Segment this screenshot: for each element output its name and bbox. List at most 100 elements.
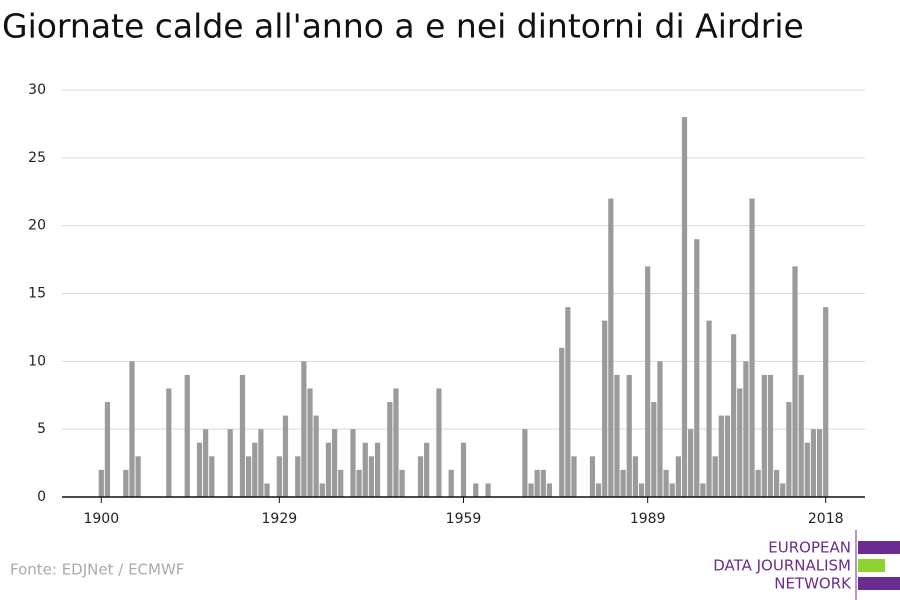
logo-bar — [858, 541, 900, 554]
bar — [319, 483, 325, 497]
bar — [755, 469, 761, 497]
bar — [362, 442, 368, 497]
bar — [528, 483, 534, 497]
bar — [632, 456, 639, 497]
bar — [792, 266, 798, 497]
logo-bar — [858, 577, 900, 590]
bar — [203, 429, 209, 497]
bar — [209, 456, 215, 497]
bar — [761, 374, 767, 497]
x-tick-label: 1989 — [630, 511, 666, 527]
bar — [773, 469, 780, 497]
bar — [571, 456, 577, 497]
bar — [307, 388, 313, 497]
bar — [645, 266, 651, 497]
bar — [350, 429, 356, 497]
bar — [688, 429, 694, 497]
bar — [810, 429, 817, 497]
bar — [227, 429, 233, 497]
bar — [196, 442, 203, 497]
bar — [651, 402, 657, 497]
bar — [614, 374, 620, 497]
bar — [368, 456, 375, 497]
bar — [387, 402, 393, 497]
bar — [252, 442, 258, 497]
bar — [663, 469, 669, 497]
bar — [657, 361, 663, 497]
y-tick-label: 10 — [28, 353, 46, 369]
y-tick-label: 0 — [37, 489, 46, 505]
bar — [129, 361, 135, 497]
bar — [246, 456, 252, 497]
logo: EUROPEAN DATA JOURNALISM NETWORK — [713, 530, 900, 600]
y-tick-label: 5 — [37, 421, 46, 437]
bar — [534, 469, 540, 497]
bar — [399, 469, 405, 497]
bar — [331, 429, 338, 497]
bar — [522, 429, 528, 497]
bar — [767, 374, 774, 497]
bar — [356, 469, 362, 497]
x-tick-label: 1959 — [446, 511, 482, 527]
bar — [804, 442, 810, 497]
bar — [374, 442, 381, 497]
bar — [724, 415, 731, 497]
bar — [602, 320, 608, 497]
bar — [448, 469, 454, 497]
logo-text: NETWORK — [774, 575, 852, 593]
bar — [737, 388, 743, 497]
bar — [595, 483, 602, 497]
bar — [123, 469, 129, 497]
bar — [460, 442, 467, 497]
y-tick-label: 30 — [28, 82, 46, 98]
bar — [706, 320, 712, 497]
bar — [675, 456, 681, 497]
logo-text: EUROPEAN — [768, 539, 851, 557]
bar — [700, 483, 706, 497]
source: Fonte: EDJNet / ECMWF — [10, 561, 184, 579]
y-tick-label: 15 — [28, 286, 46, 302]
bar — [264, 483, 270, 497]
bar — [559, 347, 565, 497]
bar — [731, 334, 737, 497]
bar — [485, 483, 491, 497]
chart-title: Giornate calde all'anno a e nei dintorni… — [2, 7, 804, 46]
bar — [473, 483, 479, 497]
bar — [694, 239, 700, 497]
bar — [325, 442, 332, 497]
bar — [540, 469, 546, 497]
bar — [417, 456, 424, 497]
bar — [424, 442, 430, 497]
bar — [393, 388, 399, 497]
bar — [749, 198, 755, 498]
logo-text: DATA JOURNALISM — [713, 557, 851, 575]
bar — [620, 469, 626, 497]
bar — [780, 483, 786, 497]
logo-bar — [858, 559, 885, 572]
bar — [313, 415, 319, 497]
bar — [786, 402, 792, 497]
bar — [239, 374, 246, 497]
bar — [436, 388, 442, 497]
bar — [258, 429, 264, 497]
bar — [608, 198, 614, 498]
bar — [98, 469, 104, 497]
bar — [166, 388, 172, 497]
bar — [823, 307, 829, 497]
bar — [546, 483, 553, 497]
bar — [104, 402, 111, 497]
bar — [743, 361, 749, 497]
bar — [589, 456, 596, 497]
bar — [135, 456, 141, 497]
bar — [718, 415, 724, 497]
bar — [626, 374, 632, 497]
y-tick-label: 25 — [28, 150, 46, 166]
bar — [276, 456, 282, 497]
bar — [295, 456, 301, 497]
bar — [282, 415, 289, 497]
bar — [338, 469, 344, 497]
bar — [669, 483, 675, 497]
bar — [798, 374, 804, 497]
bar — [565, 307, 571, 497]
bar — [301, 361, 307, 497]
